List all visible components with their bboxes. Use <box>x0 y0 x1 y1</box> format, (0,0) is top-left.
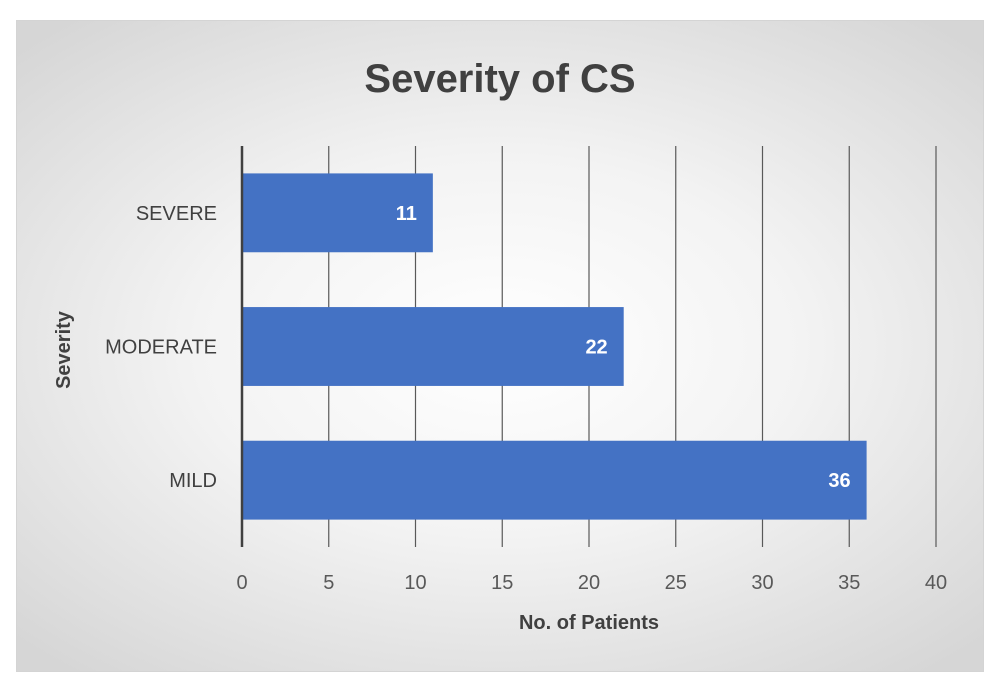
x-tick-label: 25 <box>665 572 687 594</box>
bar-mild <box>242 440 867 520</box>
category-label: MODERATE <box>105 337 217 359</box>
x-tick-label: 35 <box>838 572 860 594</box>
x-tick-label: 40 <box>925 572 947 594</box>
data-label: 11 <box>396 203 417 225</box>
category-label: SEVERE <box>136 203 217 225</box>
data-label: 22 <box>585 337 607 359</box>
data-labels: 11 22 36 <box>396 203 851 492</box>
x-tick-label: 5 <box>323 572 334 594</box>
x-tick-label: 30 <box>751 572 773 594</box>
chart-title: Severity of CS <box>364 57 635 101</box>
bars <box>242 173 867 520</box>
category-label: MILD <box>169 470 217 492</box>
x-axis-title: No. of Patients <box>519 612 659 634</box>
y-axis-title: Severity <box>53 310 75 389</box>
bar-severe <box>242 173 433 253</box>
x-tick-labels: 0 5 10 15 20 25 30 35 40 <box>236 572 947 594</box>
x-tick-label: 0 <box>236 572 247 594</box>
x-tick-label: 20 <box>578 572 600 594</box>
x-tick-label: 15 <box>491 572 513 594</box>
x-tick-label: 10 <box>404 572 426 594</box>
bar-moderate <box>242 307 624 386</box>
category-labels: SEVERE MODERATE MILD <box>105 203 217 492</box>
data-label: 36 <box>828 470 850 492</box>
